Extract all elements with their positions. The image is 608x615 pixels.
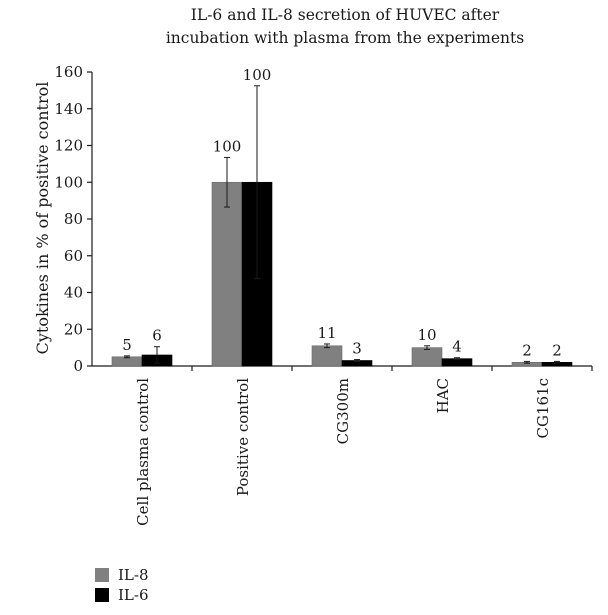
legend-swatch-il-8 (95, 568, 109, 582)
data-label: 4 (452, 338, 462, 356)
data-label: 3 (352, 340, 362, 358)
y-tick-label: 60 (64, 247, 83, 265)
data-label: 6 (152, 327, 162, 345)
y-tick-label: 120 (54, 137, 83, 155)
y-tick-label: 140 (54, 100, 83, 118)
data-label: 100 (213, 137, 242, 155)
y-tick-label: 100 (54, 173, 83, 191)
bar-il-8-2 (211, 181, 243, 367)
chart-title-line-2: incubation with plasma from the experime… (166, 29, 524, 47)
data-label: 100 (243, 66, 272, 84)
x-category-label: Positive control (234, 378, 252, 496)
legend-label-il-8: IL-8 (118, 566, 149, 584)
chart-title-line-1: IL-6 and IL-8 secretion of HUVEC after (191, 6, 500, 24)
y-tick-label: 80 (64, 210, 83, 228)
legend: IL-8 IL-6 (95, 566, 149, 604)
data-label: 2 (522, 341, 532, 359)
x-category-label: Cell plasma control (134, 378, 152, 526)
data-label: 2 (552, 341, 562, 359)
data-label: 5 (122, 336, 132, 354)
y-axis-label: Cytokines in % of positive control (33, 82, 52, 355)
bar-il-8-4 (411, 347, 443, 367)
legend-label-il-6: IL-6 (118, 586, 149, 604)
legend-swatch-il-6 (95, 588, 109, 602)
y-tick-label: 0 (73, 357, 83, 375)
x-category-label: CG300m (334, 378, 352, 444)
bar-il-8-3 (311, 345, 343, 367)
data-label: 10 (417, 326, 436, 344)
data-label: 11 (317, 324, 336, 342)
plot-area: 0 20 40 60 80 100 120 140 160 5 6 Cell plasma contr… (54, 63, 593, 526)
y-tick-label: 20 (64, 320, 83, 338)
x-category-label: HAC (434, 378, 452, 413)
y-tick-label: 160 (54, 63, 83, 81)
y-tick-label: 40 (64, 284, 83, 302)
chart-title: IL-6 and IL-8 secretion of HUVEC after i… (166, 6, 524, 47)
x-category-label: CG161c (534, 378, 552, 439)
